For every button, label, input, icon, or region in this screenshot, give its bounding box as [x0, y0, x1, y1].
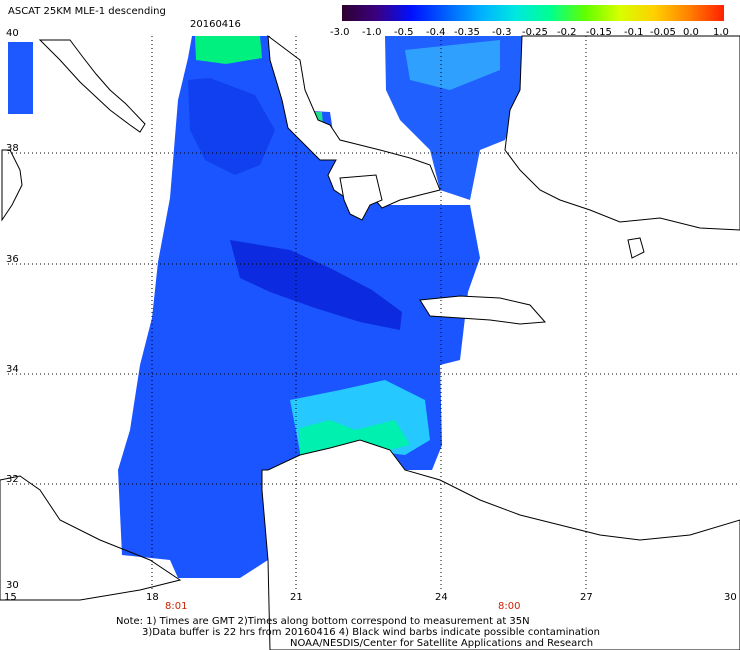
pass-time: 8:00 [498, 601, 521, 612]
colorbar-tick: -0.3 [492, 27, 512, 38]
coastline-crete [419, 295, 547, 325]
lat-label: 32 [6, 474, 19, 485]
lon-label: 21 [290, 592, 303, 603]
swath-dark-north [188, 78, 275, 175]
note-line-3: NOAA/NESDIS/Center for Satellite Applica… [290, 638, 594, 649]
lat-label: 36 [6, 254, 19, 265]
lat-label: 38 [6, 143, 19, 154]
colorbar-tick: -0.15 [586, 27, 612, 38]
colorbar-gradient [342, 5, 724, 21]
colorbar-tick: -0.1 [624, 27, 644, 38]
colorbar-tick: -3.0 [330, 27, 350, 38]
coastline-libya [261, 439, 740, 650]
note-line-1: Note: 1) Times are GMT 2)Times along bot… [116, 616, 530, 627]
colorbar-tick: -0.05 [650, 27, 676, 38]
lat-label: 30 [6, 580, 19, 591]
lon-label: 18 [146, 592, 159, 603]
colorbar [342, 5, 724, 21]
coastline-turkey [504, 35, 740, 231]
colorbar-tick: -1.0 [362, 27, 382, 38]
colorbar-tick: -0.4 [426, 27, 446, 38]
coastline-calabria [1, 149, 23, 222]
lon-label: 30 [724, 592, 737, 603]
coastline-west-africa [0, 475, 182, 601]
coastlines [0, 34, 740, 650]
swath-green-south [300, 420, 410, 455]
lat-label: 34 [6, 364, 19, 375]
colorbar-tick: -0.2 [557, 27, 577, 38]
colorbar-tick: -0.5 [394, 27, 414, 38]
swath-green-top [195, 36, 262, 64]
lon-label: 27 [580, 592, 593, 603]
coastline-italy [38, 39, 146, 133]
coastline-rhodes [627, 237, 645, 259]
lat-label: 40 [6, 28, 19, 39]
swath-aegean-light [405, 40, 500, 90]
map-date: 20160416 [190, 19, 241, 30]
colorbar-tick: 1.0 [713, 27, 729, 38]
note-line-2: 3)Data buffer is 22 hrs from 20160416 4)… [142, 627, 600, 638]
colorbar-tick: -0.35 [454, 27, 480, 38]
swath-strip-left [8, 42, 33, 114]
map-title: ASCAT 25KM MLE-1 descending [8, 6, 166, 17]
lon-label: 24 [435, 592, 448, 603]
colorbar-tick: 0.0 [683, 27, 699, 38]
swath-dark-core [230, 240, 402, 330]
lon-label: 15 [4, 592, 17, 603]
gridlines [8, 36, 740, 590]
colorbar-tick: -0.25 [522, 27, 548, 38]
pass-time: 8:01 [165, 601, 188, 612]
coastline-peloponnese [339, 174, 383, 221]
